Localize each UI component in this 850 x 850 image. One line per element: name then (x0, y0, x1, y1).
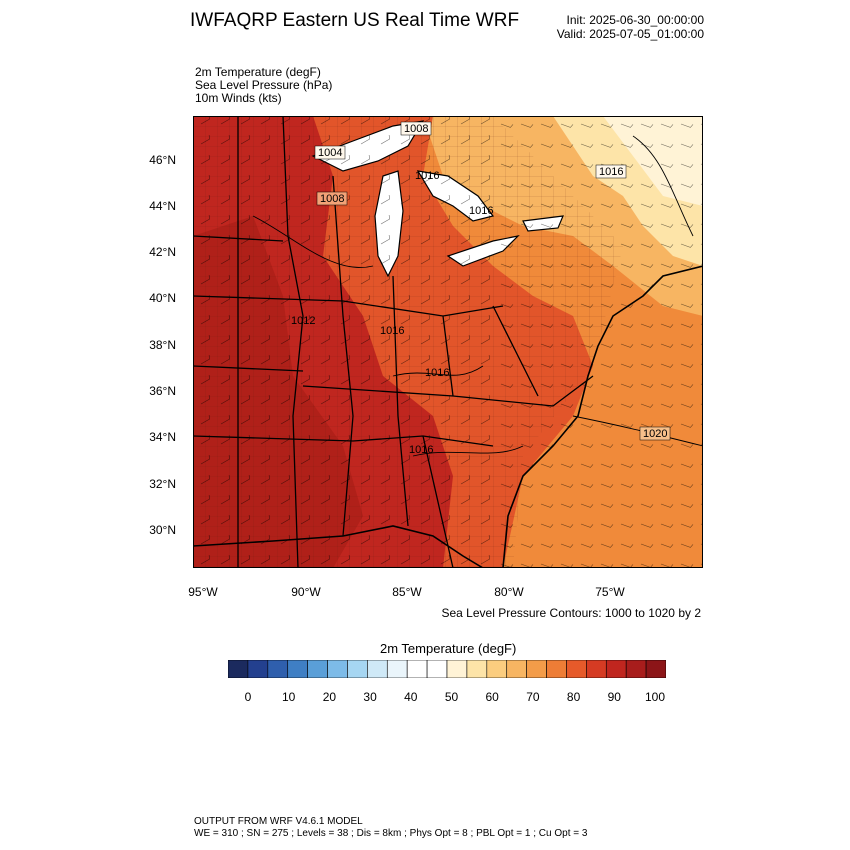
pressure-contours (252, 135, 703, 457)
colorbar-cell (307, 660, 328, 678)
colorbar-cell (486, 660, 508, 678)
lat-label: 42°N (149, 245, 176, 259)
colorbar-title: 2m Temperature (degF) (380, 641, 517, 656)
colorbar (228, 660, 666, 678)
init-time: Init: 2025-06-30_00:00:00 (566, 13, 704, 27)
colorbar-cell (347, 660, 368, 678)
colorbar-cell (386, 660, 408, 678)
lake-huron (416, 170, 495, 222)
pressure-label: 1016 (599, 166, 623, 178)
state-borders (193, 116, 594, 568)
lat-label: 34°N (149, 430, 176, 444)
temperature-field-palest (603, 116, 703, 206)
wind-barbs (200, 116, 703, 568)
temperature-map: 1008 1004 1016 1016 1008 1016 1012 1016 … (193, 116, 703, 568)
lat-label: 36°N (149, 384, 176, 398)
contour-note: Sea Level Pressure Contours: 1000 to 102… (441, 606, 702, 620)
pressure-label: 1004 (318, 147, 342, 159)
colorbar-cell (446, 660, 468, 678)
colorbar-cell (327, 660, 348, 678)
gulf-coastline (193, 525, 484, 568)
valid-time: Valid: 2025-07-05_01:00:00 (556, 27, 704, 41)
colorbar-tick-label: 0 (244, 690, 252, 704)
pressure-label: 1016 (415, 170, 439, 182)
colorbar-tick-label: 60 (485, 690, 499, 704)
lon-label: 85°W (392, 585, 422, 599)
colorbar-cell (466, 660, 488, 678)
lon-label: 95°W (188, 585, 218, 599)
colorbar-cell (406, 660, 428, 678)
colorbar-tick-label: 30 (363, 690, 377, 704)
colorbar-cell (546, 660, 567, 678)
lon-label: 75°W (595, 585, 625, 599)
pressure-label: 1020 (643, 428, 667, 440)
lake-michigan (374, 170, 404, 278)
pressure-label: 1012 (291, 315, 315, 327)
field-label-pressure: Sea Level Pressure (hPa) (195, 78, 333, 92)
lat-label: 44°N (149, 199, 176, 213)
colorbar-cell (367, 660, 388, 678)
colorbar-cell (645, 660, 666, 678)
plot-title: IWFAQRP Eastern US Real Time WRF (190, 10, 520, 31)
lat-label: 30°N (149, 523, 176, 537)
colorbar-tick-label: 10 (282, 690, 296, 704)
lon-label: 90°W (291, 585, 321, 599)
county-grid (193, 116, 623, 568)
pressure-labels: 1008 1004 1016 1016 1008 1016 1012 1016 … (291, 121, 671, 456)
colorbar-tick-label: 80 (566, 690, 581, 704)
colorbar-cell (228, 660, 249, 678)
lake-ontario (522, 215, 564, 232)
colorbar-tick-label: 70 (526, 690, 540, 704)
footer-model: OUTPUT FROM WRF V4.6.1 MODEL (194, 816, 363, 827)
colorbar-tick-label: 50 (444, 690, 459, 704)
colorbar-tick-label: 40 (404, 690, 418, 704)
colorbar-tick-label: 20 (322, 690, 337, 704)
colorbar-cell (506, 660, 527, 678)
colorbar-cell (267, 660, 289, 678)
pressure-label: 1016 (409, 444, 433, 456)
field-label-temperature: 2m Temperature (degF) (195, 65, 321, 79)
pressure-label: 1008 (404, 123, 428, 135)
footer-config: WE = 310 ; SN = 275 ; Levels = 38 ; Dis … (194, 828, 588, 839)
lat-label: 32°N (149, 477, 176, 491)
colorbar-tick-label: 90 (607, 690, 621, 704)
lat-label: 38°N (149, 338, 176, 352)
colorbar-cell (625, 660, 647, 678)
atlantic-coastline (502, 265, 703, 568)
map-frame (193, 116, 703, 568)
colorbar-cell (287, 660, 308, 678)
colorbar-cell (566, 660, 587, 678)
lake-erie (446, 235, 520, 267)
colorbar-cell (605, 660, 627, 678)
lon-label: 80°W (494, 585, 524, 599)
colorbar-cell (247, 660, 269, 678)
pressure-label: 1016 (425, 367, 449, 379)
pressure-label: 1008 (320, 193, 344, 205)
lat-label: 40°N (149, 291, 176, 305)
pressure-label: 1016 (380, 325, 404, 337)
pressure-label: 1016 (469, 205, 493, 217)
field-label-winds: 10m Winds (kts) (195, 91, 282, 105)
colorbar-cell (426, 660, 448, 678)
colorbar-cell (526, 660, 547, 678)
colorbar-cell (586, 660, 607, 678)
lat-label: 46°N (149, 153, 176, 167)
colorbar-tick-label: 100 (644, 690, 666, 704)
